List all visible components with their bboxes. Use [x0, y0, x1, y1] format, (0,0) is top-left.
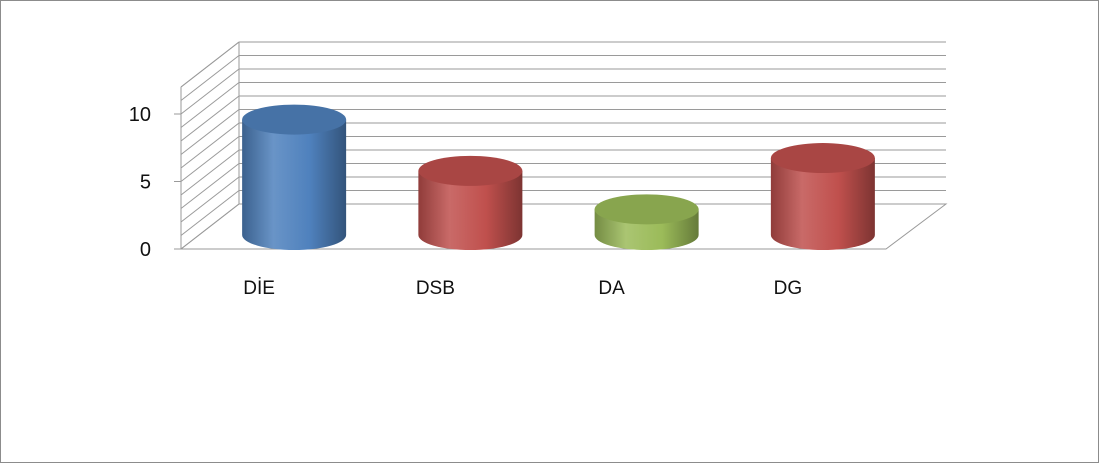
gridline-side: [180, 149, 240, 196]
bar-body: [770, 158, 875, 250]
bar-body: [418, 170, 523, 250]
bar-da: [594, 194, 699, 250]
bar-top: [770, 143, 875, 174]
bar-die: [242, 104, 347, 250]
gridlines: [180, 41, 946, 236]
gridline-side: [180, 176, 240, 223]
gridline-side: [180, 136, 240, 182]
x-tick-label: DSB: [416, 278, 455, 299]
y-tick-label: 5: [140, 172, 151, 194]
bar-top: [418, 155, 523, 186]
gridline-side: [180, 109, 240, 155]
gridline-side: [180, 190, 240, 236]
gridline-side: [180, 41, 240, 88]
gridline-side: [180, 68, 240, 115]
x-tick-label: DA: [598, 278, 625, 299]
floor-left-edge: [180, 203, 240, 250]
gridline-side: [180, 95, 240, 142]
bar-top: [594, 194, 699, 225]
bar-top: [242, 104, 347, 135]
x-tick-label: DG: [774, 278, 803, 299]
y-tick-label: 10: [129, 104, 151, 126]
gridline-side: [180, 82, 240, 128]
gridline-side: [180, 163, 240, 209]
bar-body: [242, 119, 347, 250]
y-tick-label: 0: [140, 239, 151, 261]
x-tick-label: DİE: [243, 278, 275, 299]
gridline-side: [180, 122, 240, 169]
bars: [242, 104, 875, 250]
x-axis-labels: DİE DSB DA DG: [243, 278, 802, 299]
bar-dsb: [418, 155, 523, 250]
gridline-side: [180, 55, 240, 101]
y-axis-ticks: 0 5 10: [129, 104, 181, 261]
bar-dg: [770, 143, 875, 250]
